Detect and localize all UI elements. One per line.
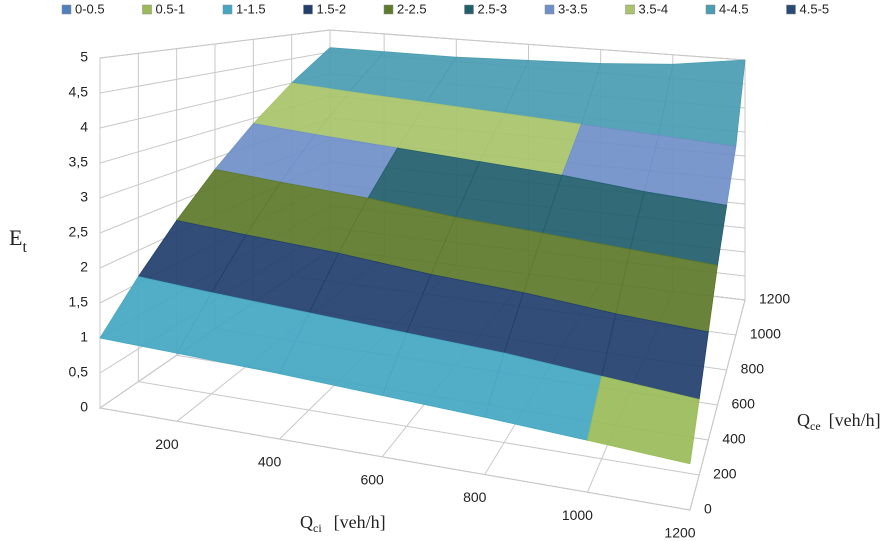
z-title-main: E	[9, 225, 22, 250]
z-tick-label: 2	[80, 259, 88, 275]
legend-label: 4-4.5	[719, 1, 749, 16]
x-tick-label: 200	[155, 436, 179, 452]
z-grid-line	[329, 29, 746, 61]
y-tick-label: 0	[704, 501, 712, 517]
y-title-sub: ce	[810, 419, 821, 433]
y-grid-line	[138, 381, 700, 476]
legend-label: 2.5-3	[478, 1, 508, 16]
legend: 0-0.5 0.5-1 1-1.5 1.5-2 2-2.5 2.5-3 3-3.5 3.5-4…	[61, 1, 830, 16]
z-title-sub: t	[23, 239, 28, 256]
y-tick-label: 800	[741, 361, 765, 377]
z-tick-label: 4	[80, 119, 88, 135]
z-tick-label: 2,5	[69, 224, 89, 240]
legend-swatch	[303, 4, 313, 15]
legend-label: 0.5-1	[156, 1, 186, 16]
x-title-unit: [veh/h]	[334, 512, 386, 532]
legend-label: 1.5-2	[317, 1, 347, 16]
legend-label: 0-0.5	[75, 1, 105, 16]
x-tick-label: 400	[258, 454, 282, 470]
legend-swatch	[786, 4, 796, 15]
z-tick-label: 0	[80, 399, 88, 415]
x-tick-label: 600	[360, 471, 384, 487]
legend-swatch	[142, 4, 152, 15]
legend-swatch	[544, 4, 555, 15]
legend-swatch	[705, 4, 716, 15]
x-title-sub: ci	[313, 521, 322, 535]
y-tick-label: 200	[713, 466, 737, 482]
y-title-unit: [veh/h]	[829, 410, 881, 430]
legend-label: 3-3.5	[558, 1, 588, 16]
y-grid-line	[99, 407, 691, 511]
x-axis-title: Qci [veh/h]	[300, 512, 386, 535]
z-tick-label: 4,5	[69, 84, 89, 100]
legend-swatch	[625, 4, 635, 15]
z-tick-label: 0,5	[69, 364, 89, 380]
surface	[99, 47, 746, 465]
y-axis-title: Qce [veh/h]	[797, 410, 881, 433]
legend-label: 1-1.5	[236, 1, 266, 16]
legend-swatch	[464, 4, 474, 15]
z-tick-label: 5	[80, 49, 88, 65]
z-tick-label: 1,5	[69, 294, 89, 310]
y-tick-label: 1000	[750, 326, 781, 342]
labels: 0 0,5 1 1,5 2 2,5 3 3,5 4 4,5 5 200 400 600 800 1000 120…	[69, 49, 791, 541]
legend-swatch	[61, 4, 72, 15]
y-tick-label: 1200	[759, 291, 790, 307]
legend-swatch	[222, 4, 233, 15]
z-tick-label: 3,5	[69, 154, 89, 170]
y-title-main: Q	[797, 410, 810, 430]
legend-label: 4.5-5	[800, 1, 830, 16]
y-tick-label: 600	[732, 396, 756, 412]
z-axis-title: Et	[9, 225, 27, 256]
surface-patch	[586, 375, 700, 465]
surface-patch	[658, 59, 746, 147]
x-tick-label: 1000	[562, 507, 593, 523]
x-title-main: Q	[300, 512, 313, 532]
x-tick-label: 1200	[664, 525, 695, 541]
x-tick-label: 800	[463, 489, 487, 505]
z-tick-label: 1	[80, 329, 88, 345]
y-tick-label: 400	[722, 431, 746, 447]
legend-label: 2-2.5	[397, 1, 427, 16]
z-tick-label: 3	[80, 189, 88, 205]
legend-swatch	[383, 4, 394, 15]
legend-label: 3.5-4	[639, 1, 669, 16]
